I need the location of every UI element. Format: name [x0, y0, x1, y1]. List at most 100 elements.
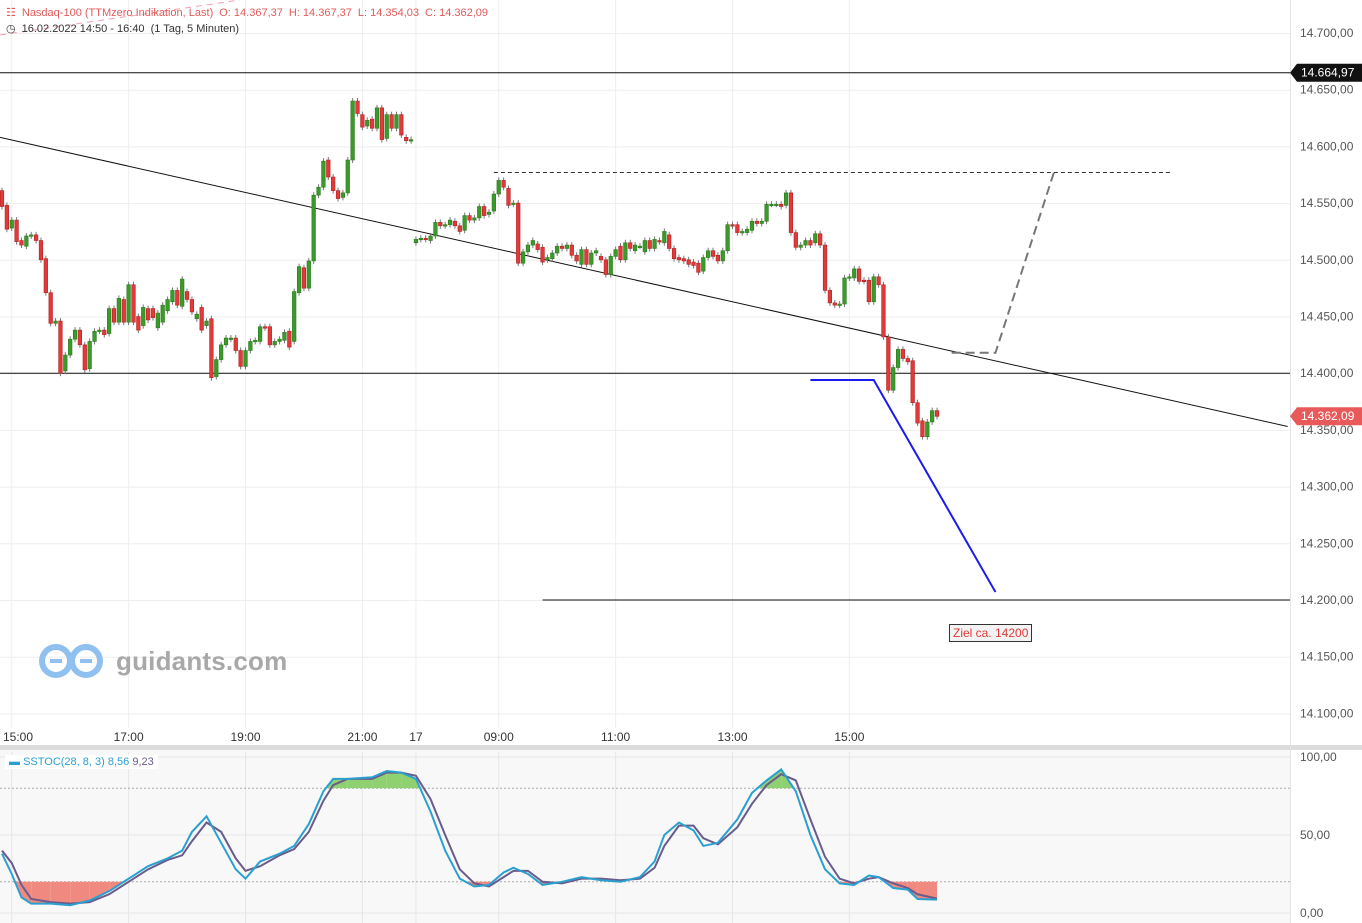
- candle-up: [496, 180, 501, 195]
- candle-down: [696, 262, 701, 273]
- candle-down: [77, 329, 83, 346]
- candle-down: [671, 248, 677, 259]
- candle-down: [920, 420, 925, 438]
- candle-down: [647, 240, 652, 249]
- candle-up: [589, 252, 594, 265]
- candle-down: [866, 279, 871, 303]
- candle-down: [238, 350, 243, 367]
- candle-down: [598, 256, 604, 261]
- stoch-name: SSTOC(28, 8, 3): [23, 756, 105, 768]
- stoch-tick-label: 50,00: [1300, 828, 1330, 842]
- candle-up: [725, 224, 730, 252]
- time-tick-label: 15:00: [3, 730, 33, 744]
- candle-down: [482, 206, 487, 216]
- candle-up: [564, 244, 570, 249]
- candle-down: [857, 268, 862, 282]
- candle-down: [574, 254, 579, 262]
- candle-up: [774, 203, 779, 207]
- candle-up: [165, 299, 170, 312]
- candle-up: [384, 114, 389, 139]
- candle-up: [350, 100, 355, 161]
- candle-up: [97, 329, 102, 332]
- candle-up: [219, 344, 224, 360]
- candle-down: [715, 254, 720, 262]
- candle-up: [472, 217, 477, 221]
- candle-up: [116, 298, 121, 323]
- candle-down: [326, 159, 331, 178]
- candle-up: [292, 291, 297, 342]
- blue-projection-path: [810, 379, 997, 593]
- price-tick-label: 14.100,00: [1300, 706, 1354, 720]
- candle-down: [569, 244, 574, 256]
- candle-down: [370, 118, 375, 129]
- candle-down: [808, 240, 813, 246]
- candle-down: [404, 137, 409, 142]
- candle-down: [686, 259, 691, 265]
- price-tick-label: 14.200,00: [1300, 593, 1354, 607]
- candle-down: [540, 247, 545, 263]
- candle-up: [9, 219, 14, 229]
- candle-up: [525, 244, 531, 253]
- candle-up: [720, 250, 725, 262]
- low-value: L: 14.354,03: [357, 7, 420, 19]
- candle-up: [433, 222, 438, 237]
- candle-down: [423, 237, 428, 241]
- candle-down: [121, 299, 126, 323]
- overbought-fill: [347, 777, 373, 789]
- candle-up: [282, 332, 287, 341]
- candle-down: [779, 203, 784, 207]
- candle-down: [584, 249, 589, 265]
- candle-up: [408, 139, 414, 142]
- candle-up: [613, 249, 618, 257]
- candle-down: [881, 284, 886, 338]
- time-tick-label: 17: [409, 730, 423, 744]
- candle-down: [730, 224, 735, 227]
- stoch-legend[interactable]: ▬ SSTOC(28, 8, 3) 8,56 9,23: [5, 755, 158, 769]
- candle-up: [248, 341, 253, 351]
- time-tick-label: 11:00: [601, 730, 630, 744]
- candle-up: [701, 257, 706, 272]
- candle-up: [632, 244, 638, 252]
- target-label[interactable]: Ziel ca. 14200: [949, 624, 1033, 642]
- candle-down: [111, 308, 117, 323]
- candle-down: [818, 233, 823, 246]
- candle-down: [131, 284, 136, 323]
- candle-up: [214, 359, 219, 377]
- price-tick-label: 14.700,00: [1300, 26, 1354, 40]
- candle-up: [842, 277, 847, 305]
- candle-down: [876, 276, 881, 286]
- candle-up: [155, 312, 160, 329]
- candle-down: [861, 279, 867, 283]
- candle-up: [545, 257, 550, 261]
- candle-down: [301, 267, 307, 289]
- high-value: H: 14.367,37: [288, 7, 352, 19]
- candlestick-icon: ☷: [6, 7, 16, 19]
- candle-down: [681, 258, 686, 262]
- close-value: C: 14.362,09: [425, 7, 489, 19]
- candle-up: [394, 114, 399, 129]
- stoch-k-line: [1, 768, 938, 907]
- candle-up: [306, 260, 311, 289]
- candle-up: [813, 233, 818, 244]
- candle-up: [63, 354, 68, 372]
- candle-down: [832, 302, 837, 306]
- candle-down: [667, 234, 672, 249]
- time-tick-label: 13:00: [717, 730, 747, 744]
- overbought-fill: [386, 771, 402, 789]
- candle-down: [58, 320, 63, 374]
- instrument-name: Nasdaq-100 (TTMzero Indikation, Last): [21, 7, 214, 19]
- candle-up: [316, 186, 321, 196]
- drawing-dashed-line: [0, 0, 241, 36]
- candle-up: [462, 215, 467, 231]
- candle-up: [340, 192, 346, 198]
- candle-down: [934, 410, 940, 417]
- candle-down: [262, 326, 268, 329]
- candle-down: [355, 100, 360, 114]
- time-range: 16.02.2022 14:50 - 16:40: [21, 23, 145, 35]
- price-tick-label: 14.650,00: [1300, 83, 1354, 97]
- candle-down: [360, 114, 365, 128]
- candle-up: [530, 240, 535, 246]
- candle-down: [735, 224, 740, 233]
- candle-up: [72, 329, 78, 340]
